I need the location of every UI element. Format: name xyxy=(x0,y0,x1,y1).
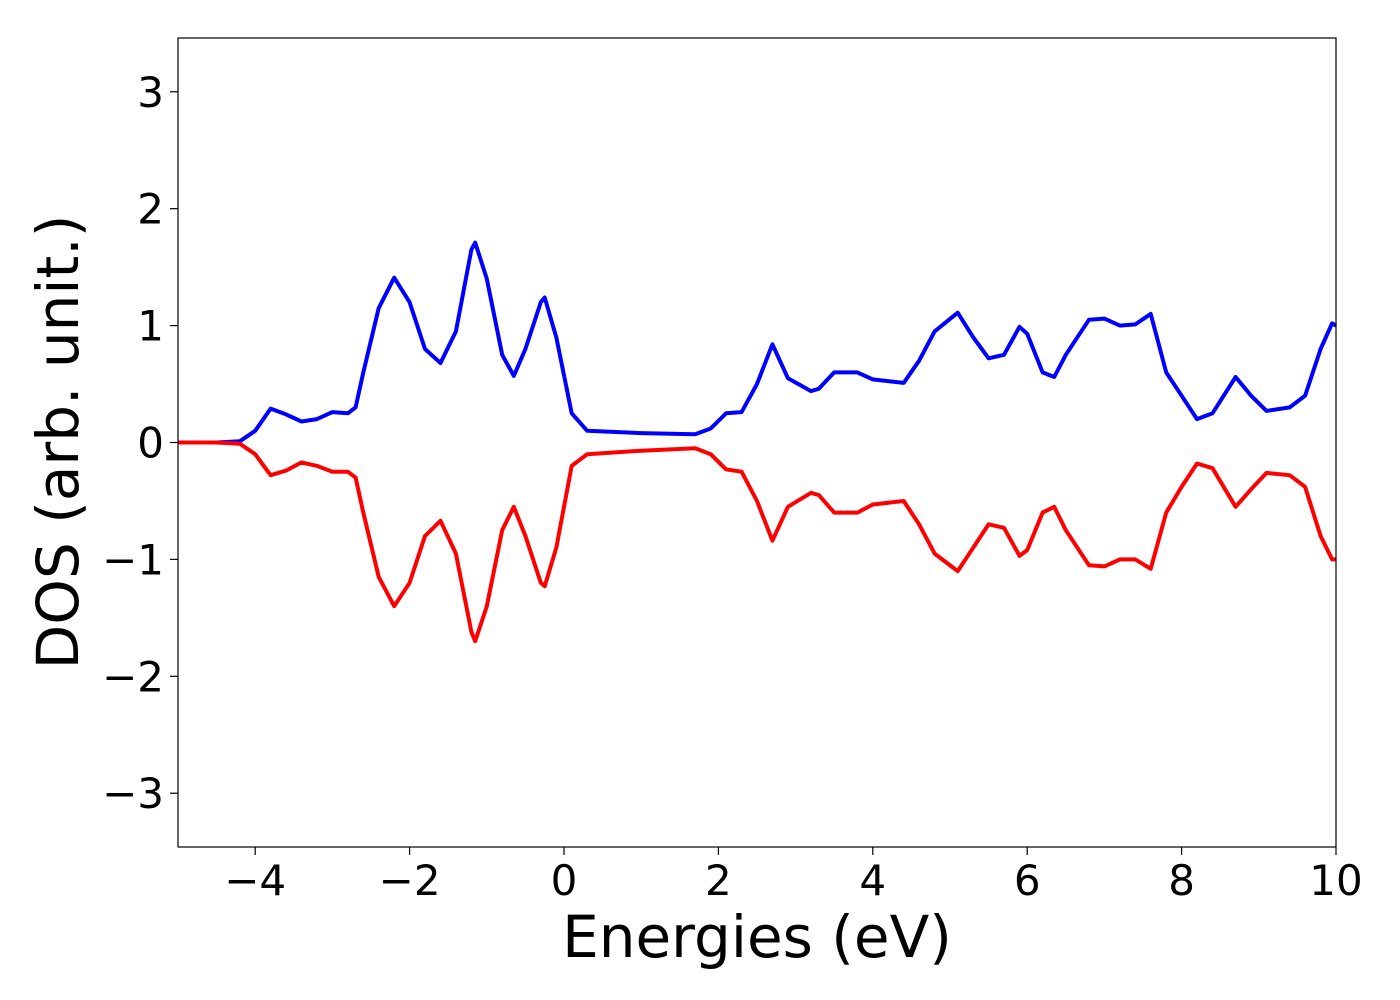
x-tick-label: −2 xyxy=(379,856,441,905)
x-axis-label: Energies (eV) xyxy=(562,903,952,971)
plot-frame xyxy=(177,37,1337,848)
line-series xyxy=(178,440,1336,644)
y-axis-label: DOS (arb. unit.) xyxy=(24,215,92,670)
x-tick-label: 4 xyxy=(859,856,886,905)
x-tick-label: 8 xyxy=(1168,856,1195,905)
x-tick-label: 2 xyxy=(705,856,732,905)
x-tick-label: 6 xyxy=(1014,856,1041,905)
x-tick-label: −4 xyxy=(224,856,286,905)
y-tick-label: 3 xyxy=(137,68,164,117)
y-tick-label: −2 xyxy=(102,652,164,701)
y-tick-label: 0 xyxy=(137,419,164,468)
y-tick-label: 2 xyxy=(137,185,164,234)
x-tick-label: 10 xyxy=(1309,856,1362,905)
y-tick-label: 1 xyxy=(137,302,164,351)
line-series xyxy=(178,240,1338,445)
y-tick-label: −1 xyxy=(102,535,164,584)
x-tick-label: 0 xyxy=(551,856,578,905)
y-tick-label: −3 xyxy=(102,769,164,818)
